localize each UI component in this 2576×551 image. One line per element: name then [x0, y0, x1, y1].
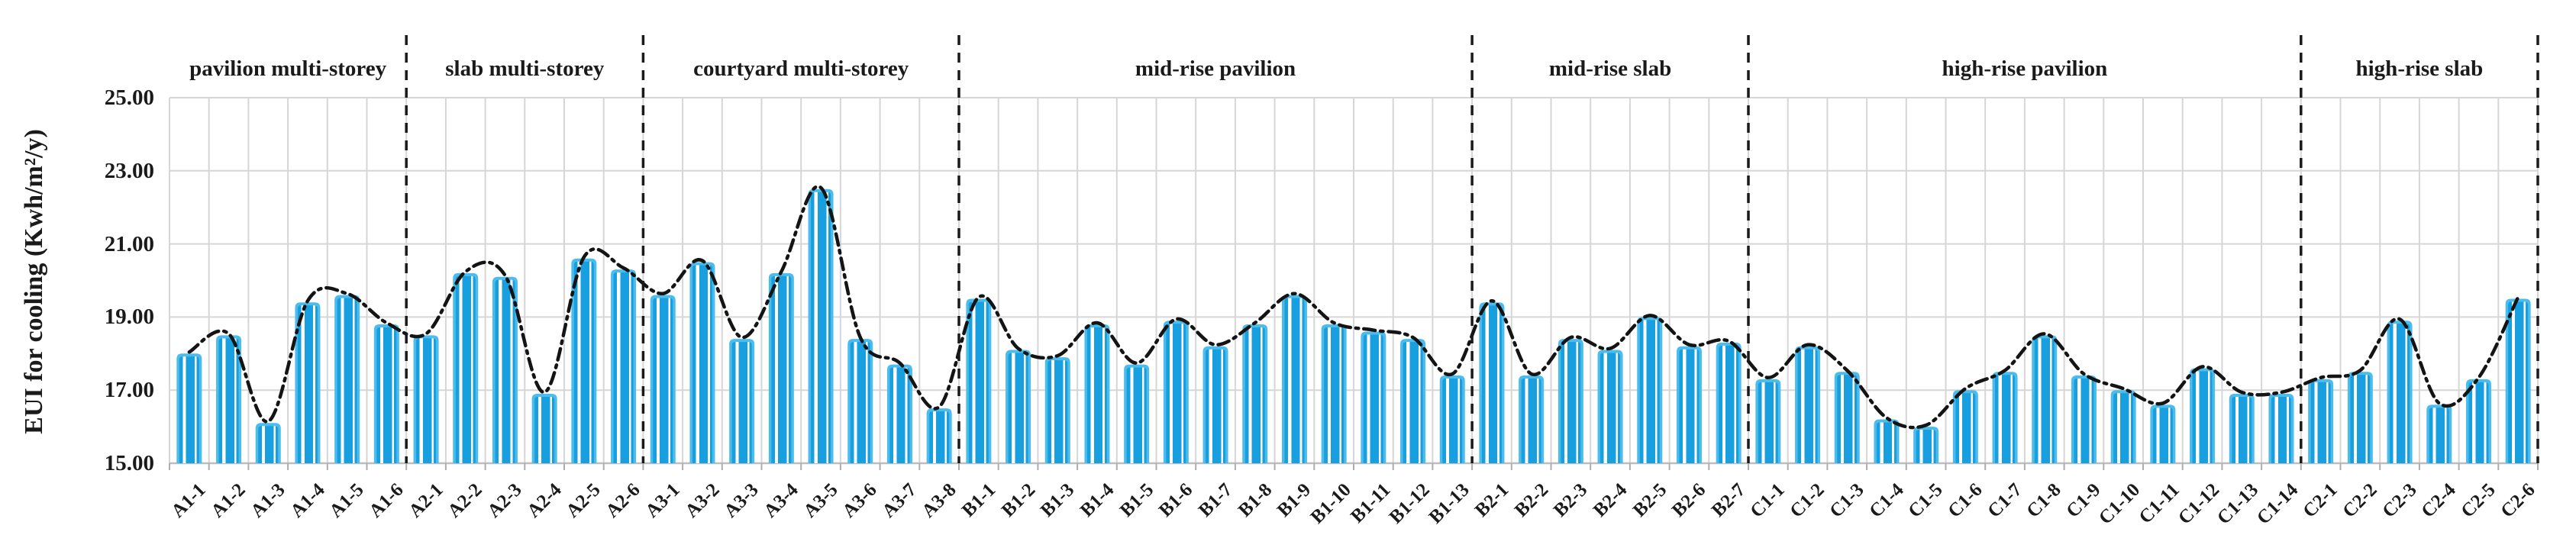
bar-A3-8	[926, 408, 952, 463]
bar-B1-11	[1361, 331, 1386, 463]
group-label-mid-rise-slab: mid-rise slab	[1548, 56, 1672, 81]
bar-C1-5	[1913, 427, 1939, 463]
gridlines	[169, 97, 2539, 464]
bar-B2-5	[1637, 317, 1663, 463]
bar-A3-5	[808, 188, 834, 463]
bar-C1-1	[1755, 379, 1781, 463]
bar-B1-5	[1124, 364, 1150, 463]
bar-B1-1	[966, 298, 992, 463]
bar-C1-11	[2150, 404, 2176, 463]
y-tick-label: 23.00	[104, 158, 154, 183]
group-separators	[405, 35, 2539, 463]
bar-C2-6	[2505, 298, 2531, 463]
bar-A1-3	[255, 423, 281, 463]
bar-A1-1	[176, 353, 202, 463]
bar-C1-6	[1952, 390, 1978, 463]
bar-C2-1	[2308, 379, 2334, 463]
bar-B1-6	[1163, 321, 1189, 463]
bar-C1-13	[2229, 393, 2255, 463]
bar-B2-3	[1558, 339, 1583, 463]
bar-C1-12	[2190, 368, 2216, 463]
bar-B2-1	[1479, 302, 1505, 463]
bar-B2-2	[1519, 375, 1545, 463]
bar-B2-7	[1716, 342, 1742, 463]
bar-A1-5	[334, 295, 360, 463]
bar-B1-3	[1044, 357, 1070, 463]
bar-A3-7	[886, 364, 912, 463]
bar-B1-7	[1202, 346, 1228, 463]
bar-C2-3	[2387, 321, 2413, 463]
bar-C1-7	[1992, 372, 2018, 463]
bar-C2-5	[2465, 379, 2491, 463]
bar-B1-2	[1006, 350, 1031, 463]
group-label-pavilion-multi-storey: pavilion multi-storey	[189, 56, 387, 81]
group-label-high-rise-pavilion: high-rise pavilion	[1942, 56, 2108, 81]
bar-B1-13	[1439, 375, 1465, 463]
y-tick-label: 19.00	[104, 304, 154, 330]
bar-C1-8	[2032, 335, 2058, 463]
bar-A3-4	[768, 272, 794, 463]
bar-C2-2	[2347, 372, 2373, 463]
bar-A1-6	[373, 324, 399, 463]
bar-B1-12	[1400, 339, 1426, 463]
group-label-slab-multi-storey: slab multi-storey	[445, 56, 605, 81]
bar-A2-1	[413, 335, 439, 463]
bar-C1-9	[2071, 375, 2097, 463]
bar-A1-2	[216, 335, 242, 463]
bar-A2-4	[531, 393, 557, 463]
bar-A2-3	[492, 276, 518, 463]
bar-A2-6	[611, 269, 637, 463]
y-tick-label: 21.00	[104, 231, 154, 256]
bar-B1-10	[1321, 324, 1347, 463]
bar-C1-10	[2110, 390, 2136, 463]
bar-A2-2	[453, 272, 479, 463]
x-axis	[169, 462, 2539, 470]
y-tick-label: 15.00	[104, 451, 154, 475]
bar-B1-8	[1242, 324, 1268, 463]
bar-B2-6	[1676, 346, 1702, 463]
bar-A1-4	[295, 302, 321, 463]
bar-C2-4	[2426, 404, 2452, 463]
trend-line	[187, 185, 2520, 430]
bar-C1-3	[1834, 372, 1860, 463]
bar-C1-2	[1795, 346, 1821, 463]
group-label-mid-rise-pavilion: mid-rise pavilion	[1135, 56, 1296, 81]
bar-A3-3	[729, 339, 755, 463]
group-label-courtyard-multi-storey: courtyard multi-storey	[693, 56, 909, 81]
bar-C1-14	[2268, 393, 2294, 463]
bar-B1-4	[1084, 324, 1110, 463]
bar-A3-6	[847, 339, 873, 463]
bar-A3-1	[650, 295, 676, 463]
bar-B1-9	[1281, 295, 1307, 463]
y-tick-label: 25.00	[104, 85, 154, 110]
bar-A3-2	[689, 262, 715, 463]
bar-B2-4	[1597, 350, 1623, 463]
y-tick-label: 17.00	[104, 378, 154, 403]
bar-A2-5	[571, 258, 597, 463]
bar-C1-4	[1874, 419, 1900, 463]
group-label-high-rise-slab: high-rise slab	[2355, 56, 2484, 81]
bars	[176, 188, 2531, 463]
